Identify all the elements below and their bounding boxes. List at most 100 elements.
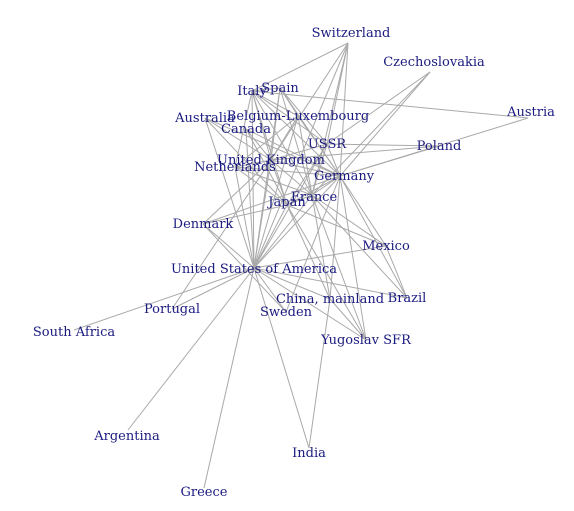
edge-usa-brazil — [253, 267, 408, 299]
node-label-japan: Japan — [266, 195, 306, 210]
edge-australia-usa — [204, 117, 255, 269]
node-label-argentina: Argentina — [93, 429, 160, 444]
node-label-india: India — [292, 446, 326, 461]
edge-layer — [73, 42, 529, 489]
edge-china-yugoslav — [329, 298, 367, 341]
edge-france-japan — [286, 194, 313, 206]
edge-italy-netherlands — [234, 90, 253, 168]
edge-ussr-uk — [270, 143, 328, 161]
edge-poland-germany — [339, 145, 440, 177]
edge-netherlands-germany — [234, 166, 341, 177]
node-label-uk: United Kingdom — [217, 153, 325, 168]
edge-belgium-netherlands — [234, 115, 299, 168]
edge-austria-italy — [251, 90, 529, 119]
edge-canada-usa — [245, 128, 255, 269]
edge-china-india — [308, 298, 331, 449]
node-label-greece: Greece — [181, 485, 228, 500]
edge-italy-ussr — [251, 90, 328, 145]
edge-usa-south_africa — [73, 267, 255, 331]
edge-germany-denmark — [202, 175, 341, 225]
edge-france-mexico — [311, 194, 387, 247]
node-label-germany: Germany — [314, 169, 375, 184]
node-label-sweden: Sweden — [260, 305, 313, 320]
edge-japan-denmark — [202, 204, 288, 225]
node-label-portugal: Portugal — [144, 302, 200, 317]
edge-switzerland-ussr — [326, 42, 349, 145]
edge-poland-uk — [270, 145, 440, 161]
node-label-poland: Poland — [417, 139, 462, 154]
node-label-mexico: Mexico — [362, 239, 410, 254]
edge-denmark-usa — [202, 223, 255, 269]
edge-japan-mexico — [286, 204, 387, 247]
edge-japan-china — [286, 204, 331, 300]
edge-usa-portugal — [171, 267, 255, 310]
edge-italy-usa — [251, 90, 255, 269]
edge-australia-germany — [204, 117, 341, 177]
edge-ussr-germany — [326, 143, 341, 177]
edge-italy-germany — [251, 90, 341, 177]
edge-australia-japan — [204, 117, 288, 206]
edge-germany-france — [311, 175, 341, 196]
edge-usa-greece — [203, 267, 255, 489]
edge-usa-argentina — [127, 267, 255, 431]
edge-spain-france — [279, 87, 313, 196]
node-label-usa: United States of America — [171, 262, 337, 277]
edge-portugal-uk — [171, 159, 272, 310]
edge-usa-sweden — [253, 267, 287, 313]
edge-germany-sweden — [285, 175, 341, 313]
edge-japan-usa — [253, 204, 288, 269]
edge-spain-uk — [270, 87, 281, 161]
edge-germany-mexico — [339, 175, 387, 247]
node-label-france: France — [291, 190, 338, 205]
edge-germany-japan — [286, 175, 341, 206]
node-label-netherlands: Netherlands — [194, 160, 276, 175]
edge-czechoslovakia-ussr — [326, 71, 431, 145]
edge-czechoslovakia-germany — [339, 71, 431, 177]
edge-canada-uk — [245, 128, 272, 161]
edge-ussr-japan — [286, 143, 328, 206]
edge-switzerland-france — [311, 42, 349, 196]
edge-canada-germany — [245, 128, 341, 177]
node-label-belgium: Belgium-Luxembourg — [227, 109, 369, 124]
edge-spain-italy — [251, 87, 281, 92]
edge-ussr-france — [311, 143, 328, 196]
edge-mexico-brazil — [385, 245, 408, 299]
edge-uk-netherlands — [234, 159, 272, 168]
edge-netherlands-japan — [234, 166, 288, 206]
node-label-south-africa: South Africa — [33, 325, 115, 340]
edge-italy-belgium — [251, 90, 299, 117]
edge-usa-yugoslav — [253, 267, 367, 341]
edge-france-china — [311, 194, 331, 300]
node-label-australia: Australia — [174, 111, 235, 126]
node-label-china: China, mainland — [276, 292, 384, 307]
edge-belgium-france — [297, 115, 313, 196]
edge-uk-usa — [253, 159, 272, 269]
edge-uk-france — [270, 159, 313, 196]
edge-germany-yugoslav — [339, 175, 367, 341]
edge-mexico-usa — [253, 245, 387, 269]
node-label-ussr: USSR — [308, 137, 348, 152]
edge-usa-china — [253, 267, 331, 300]
node-label-switzerland: Switzerland — [312, 26, 391, 41]
node-label-brazil: Brazil — [388, 291, 427, 306]
edge-france-brazil — [311, 194, 408, 299]
edge-spain-belgium — [279, 87, 299, 117]
edge-netherlands-usa — [234, 166, 255, 269]
edge-uk-germany — [270, 159, 341, 177]
node-label-canada: Canada — [221, 122, 271, 137]
node-label-denmark: Denmark — [173, 217, 234, 232]
edge-uk-denmark — [202, 159, 272, 225]
edge-poland-ussr — [326, 143, 440, 147]
edge-germany-china — [329, 175, 341, 300]
edge-japan-yugoslav — [286, 204, 367, 341]
node-label-italy: Italy — [237, 84, 267, 99]
edge-switzerland-italy — [251, 42, 349, 92]
node-label-spain: Spain — [261, 81, 299, 96]
node-label-czechoslovakia: Czechoslovakia — [383, 55, 485, 70]
edge-australia-uk — [204, 117, 272, 161]
node-label-yugoslav: Yugoslav SFR — [320, 333, 412, 348]
edge-denmark-sweden — [202, 223, 287, 313]
edge-belgium-usa — [253, 115, 299, 269]
